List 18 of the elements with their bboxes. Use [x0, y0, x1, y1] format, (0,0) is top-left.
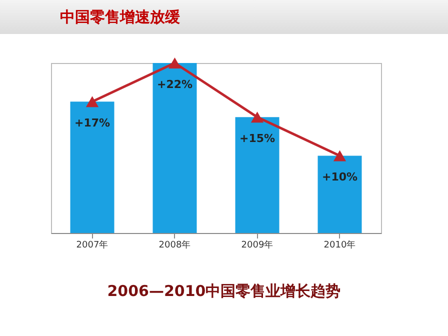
x-tick-label: 2009年 — [241, 240, 274, 250]
point — [168, 58, 182, 68]
bar — [70, 102, 114, 233]
x-tick-label: 2007年 — [76, 240, 108, 250]
text: 2006—2010中国零售业增长趋势 — [106, 282, 342, 301]
x-tick-label: 2010年 — [324, 240, 356, 250]
x-tick-label: 2008年 — [158, 240, 191, 250]
data-label: +15% — [239, 132, 276, 146]
bar — [152, 63, 197, 233]
point — [333, 150, 346, 162]
bar — [235, 117, 280, 233]
point — [250, 112, 264, 123]
point — [86, 96, 99, 108]
data-label: +17% — [74, 116, 110, 130]
chart-title: 中国零售增速放缓 — [0, 0, 448, 34]
bar — [318, 156, 362, 233]
data-label: +10% — [322, 170, 358, 184]
data-label: +22% — [156, 78, 193, 91]
